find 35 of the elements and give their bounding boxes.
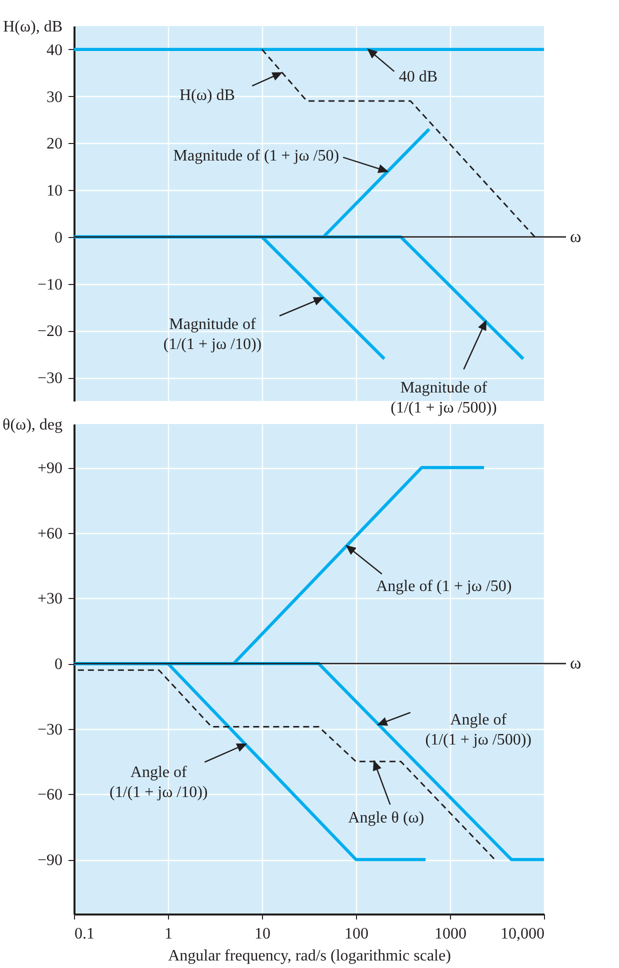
y-tick-label: 0 (54, 229, 62, 246)
x-tick-label: 1000 (434, 926, 466, 942)
text: ω (570, 654, 582, 673)
x-tick-label: 1 (164, 926, 172, 942)
annotation: Magnitude of (1/(1 + jω /10)) (163, 316, 262, 353)
y-tick-label: −60 (37, 786, 62, 804)
y-tick-label: +30 (37, 590, 62, 608)
annotation: Angle θ (ω) (348, 810, 424, 827)
x-tick-label: 10 (254, 926, 270, 942)
annotation: H(ω) dB (179, 86, 235, 104)
y-axis-title: θ(ω), deg (2, 416, 62, 434)
x-axis-title: Angular frequency, rad/s (logarithmic scale) (168, 948, 451, 964)
text: ω (570, 226, 582, 246)
annotation: Angle of (1/(1 + jω /500)) (425, 712, 532, 749)
y-tick-label: +60 (37, 525, 62, 542)
y-tick-label: 20 (46, 136, 62, 153)
annotation: Angle of (1/(1 + jω /10)) (110, 764, 208, 802)
y-axis-title: H(ω), dB (3, 18, 62, 36)
y-tick-label: 40 (46, 42, 62, 59)
y-tick-label: 0 (54, 656, 62, 674)
x-tick-label: 0.1 (74, 926, 94, 942)
x-tick-label: 100 (344, 926, 368, 942)
y-tick-label: −20 (37, 323, 62, 340)
x-tick-label: 10,000 (500, 926, 544, 942)
annotation: Angle of (1 + jω /50) (376, 578, 512, 595)
y-tick-label: −30 (37, 721, 62, 738)
annotation: Magnitude of (1/(1 + jω /500)) (390, 379, 497, 416)
y-tick-label: −10 (37, 276, 62, 294)
y-tick-label: 10 (46, 182, 62, 200)
y-tick-label: −90 (37, 852, 62, 870)
y-tick-label: −30 (37, 370, 62, 388)
y-tick-label: +90 (37, 460, 62, 478)
annotation: 40 dB (398, 68, 438, 86)
annotation: Magnitude of (1 + jω /50) (173, 147, 340, 164)
y-tick-label: 30 (46, 88, 62, 106)
